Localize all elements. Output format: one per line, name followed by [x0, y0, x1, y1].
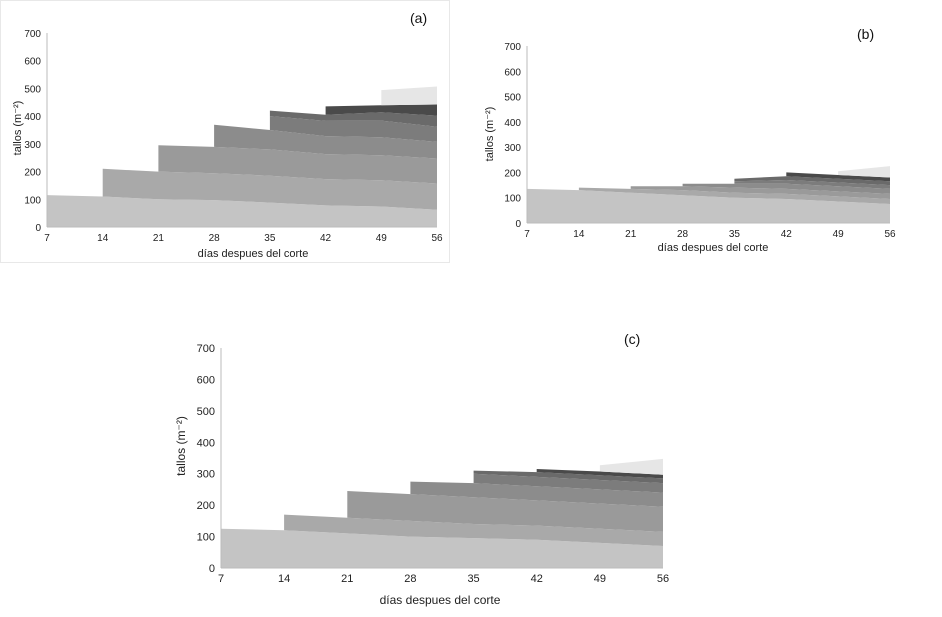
chart-b-areas — [527, 166, 890, 223]
chart-a-y-tick-label: 500 — [24, 84, 41, 95]
chart-a-panel-label: (a) — [410, 10, 427, 26]
chart-a-area-2 — [102, 168, 437, 210]
chart-a-x-tick-label: 14 — [97, 233, 109, 244]
chart-c-ylabel: tallos (m⁻²) — [174, 416, 188, 476]
chart-b-area-1 — [527, 188, 890, 223]
chart-b-x-tick-label: 42 — [781, 229, 793, 240]
chart-a-x-ticks: 7 14 21 28 35 42 49 56 — [44, 233, 443, 244]
chart-c-x-tick-label: 28 — [404, 573, 416, 585]
chart-a-y-tick-label: 200 — [24, 168, 41, 179]
chart-b-y-tick-label: 100 — [504, 194, 521, 205]
chart-a-area-6 — [269, 110, 437, 127]
chart-a-area-7 — [325, 104, 437, 116]
chart-b-y-tick-label: 600 — [504, 67, 521, 78]
chart-a-ylabel: tallos (m⁻²) — [12, 101, 24, 156]
chart-c-x-ticks: 7 14 21 28 35 42 49 56 — [218, 573, 669, 585]
chart-b-area-6 — [734, 176, 890, 186]
chart-b-area-2 — [578, 187, 890, 204]
chart-c-area-5 — [473, 473, 663, 493]
chart-c-axes — [220, 348, 663, 569]
chart-c-x-tick-label: 35 — [467, 573, 479, 585]
chart-c-xlabel: días despues del corte — [380, 593, 501, 607]
chart-b-x-tick-label: 21 — [625, 229, 637, 240]
chart-c-x-tick-label: 49 — [594, 573, 606, 585]
chart-c-y-tick-label: 100 — [197, 532, 215, 544]
chart-b-area-3 — [630, 186, 890, 199]
chart-c-area-1 — [221, 528, 663, 568]
chart-c-y-tick-label: 600 — [197, 374, 215, 386]
chart-a-x-tick-label: 7 — [44, 233, 50, 244]
chart-a: 0 100 200 300 400 500 600 700 7 14 21 28 35 42 49 56 d… — [12, 10, 443, 260]
chart-b-y-ticks: 0 100 200 300 400 500 600 700 — [504, 42, 521, 230]
chart-a-area-8 — [381, 86, 437, 106]
chart-a-axes — [46, 33, 437, 228]
chart-b-x-tick-label: 7 — [524, 229, 530, 240]
chart-b-x-tick-label: 35 — [729, 229, 741, 240]
chart-c-area-4 — [410, 481, 663, 507]
chart-b-area-4 — [682, 183, 890, 194]
chart-a-y-tick-label: 300 — [24, 140, 41, 151]
chart-a-y-tick-label: 700 — [24, 29, 41, 40]
chart-b-x-tick-label: 49 — [833, 229, 845, 240]
chart-b-xlabel: días despues del corte — [658, 242, 769, 254]
chart-a-y-tick-label: 400 — [24, 112, 41, 123]
chart-a-areas — [47, 86, 437, 227]
chart-b-area-8 — [838, 166, 890, 178]
chart-a-x-tick-label: 56 — [431, 233, 443, 244]
chart-b-axes — [526, 46, 890, 224]
chart-b: 0 100 200 300 400 500 600 700 7 14 21 28 35 42 49 56 d… — [484, 26, 896, 254]
chart-a-x-tick-label: 49 — [376, 233, 388, 244]
chart-c-panel-label: (c) — [624, 331, 640, 347]
panel-a-frame — [0, 0, 450, 263]
chart-b-area-7 — [786, 172, 890, 182]
chart-c-y-tick-label: 700 — [197, 343, 215, 355]
chart-a-y-tick-label: 600 — [24, 57, 41, 68]
chart-c-area-7 — [536, 469, 663, 479]
chart-c-x-tick-label: 56 — [657, 573, 669, 585]
chart-b-y-tick-label: 700 — [504, 42, 521, 53]
chart-c-area-2 — [284, 514, 663, 546]
chart-c: 0 100 200 300 400 500 600 700 7 14 21 28 35 42 49 56 d… — [174, 331, 669, 607]
chart-a-area-4 — [214, 124, 437, 159]
chart-b-y-tick-label: 200 — [504, 168, 521, 179]
chart-c-areas — [221, 458, 663, 568]
chart-c-y-tick-label: 400 — [197, 437, 215, 449]
chart-c-x-tick-label: 7 — [218, 573, 224, 585]
chart-c-x-tick-label: 14 — [278, 573, 290, 585]
chart-a-x-tick-label: 42 — [320, 233, 332, 244]
chart-b-x-tick-label: 56 — [884, 229, 896, 240]
chart-a-area-5 — [269, 116, 437, 142]
chart-c-y-tick-label: 200 — [197, 500, 215, 512]
chart-a-y-tick-label: 100 — [24, 195, 41, 206]
chart-b-ylabel: tallos (m⁻²) — [484, 107, 496, 162]
chart-b-y-tick-label: 500 — [504, 93, 521, 104]
chart-c-area-6 — [473, 470, 663, 484]
chart-b-area-5 — [734, 180, 890, 189]
chart-b-x-ticks: 7 14 21 28 35 42 49 56 — [524, 229, 896, 240]
chart-c-area-3 — [347, 491, 663, 532]
chart-a-x-tick-label: 28 — [209, 233, 221, 244]
chart-c-y-tick-label: 500 — [197, 406, 215, 418]
chart-c-y-tick-label: 300 — [197, 469, 215, 481]
chart-b-y-tick-label: 400 — [504, 118, 521, 129]
chart-b-x-tick-label: 28 — [677, 229, 689, 240]
chart-a-y-tick-label: 0 — [35, 223, 41, 234]
chart-c-y-ticks: 0 100 200 300 400 500 600 700 — [197, 343, 215, 575]
chart-a-x-tick-label: 35 — [264, 233, 276, 244]
chart-a-area-1 — [47, 195, 437, 227]
chart-b-panel-label: (b) — [857, 26, 874, 42]
chart-c-x-tick-label: 42 — [531, 573, 543, 585]
chart-b-y-tick-label: 300 — [504, 143, 521, 154]
chart-b-y-tick-label: 0 — [515, 219, 521, 230]
chart-a-area-3 — [158, 145, 437, 184]
chart-c-x-tick-label: 21 — [341, 573, 353, 585]
chart-b-x-tick-label: 14 — [573, 229, 585, 240]
chart-a-xlabel: días despues del corte — [198, 248, 309, 260]
chart-a-y-ticks: 0 100 200 300 400 500 600 700 — [24, 29, 41, 234]
chart-c-area-8 — [599, 458, 663, 475]
chart-c-y-tick-label: 0 — [209, 563, 215, 575]
chart-a-x-tick-label: 21 — [153, 233, 165, 244]
